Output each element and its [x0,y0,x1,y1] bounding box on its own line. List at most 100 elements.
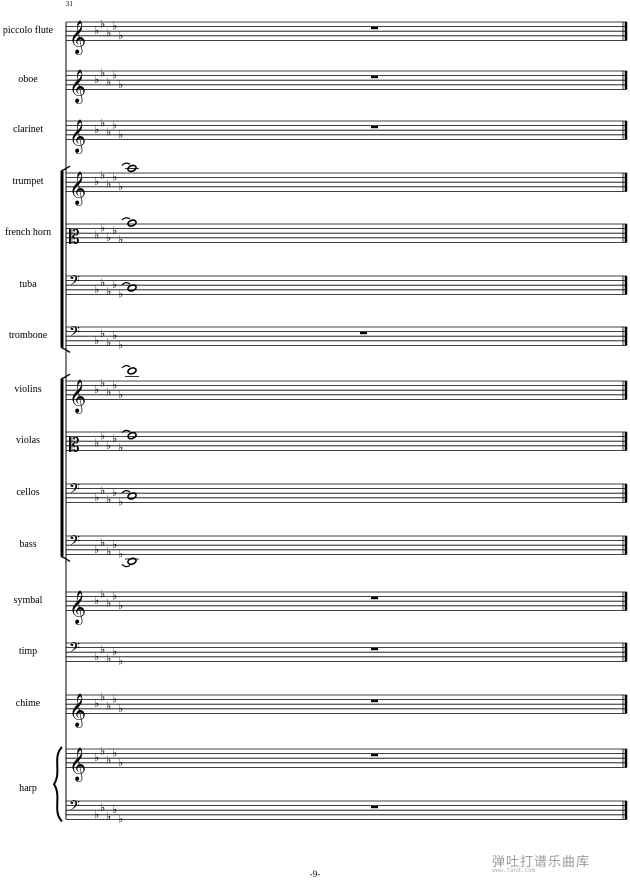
flat-sign-icon: ♭ [106,336,111,349]
flat-sign-icon: ♭ [112,747,117,760]
whole-rest [360,331,367,335]
flat-sign-icon: ♭ [100,66,105,79]
flat-sign-icon: ♭ [100,744,105,757]
bracket-brass-cap-top [60,165,71,172]
flat-sign-icon: ♭ [106,652,111,665]
flat-sign-icon: ♭ [112,538,117,551]
flat-sign-icon: ♭ [118,495,123,508]
flat-sign-icon: ♭ [94,543,99,556]
treble-clef-icon: 𝄞 [69,589,86,624]
flat-sign-icon: ♭ [100,376,105,389]
flat-sign-icon: ♭ [106,810,111,823]
whole-note [127,164,137,173]
flat-sign-icon: ♭ [106,545,111,558]
flat-sign-icon: ♭ [94,175,99,188]
flat-sign-icon: ♭ [94,437,99,450]
whole-rest [371,596,378,600]
tie-arc [121,365,131,369]
bass-clef-icon: 𝄢 [69,481,80,501]
flat-sign-icon: ♭ [94,123,99,136]
flat-sign-icon: ♭ [94,283,99,296]
flat-sign-icon: ♭ [94,650,99,663]
flat-sign-icon: ♭ [112,590,117,603]
flat-sign-icon: ♭ [112,171,117,184]
whole-note [127,367,137,375]
flat-sign-icon: ♭ [112,693,117,706]
treble-clef-icon: 𝄞 [69,378,86,413]
bracket-strings-cap-top [60,373,71,380]
whole-rest [371,75,378,79]
flat-sign-icon: ♭ [106,754,111,767]
instrument-label: clarinet [13,124,43,135]
flat-sign-icon: ♭ [112,278,117,291]
instrument-label: symbal [13,595,43,606]
instrument-label: tuba [19,279,37,290]
flat-sign-icon: ♭ [94,334,99,347]
flat-sign-icon: ♭ [106,231,111,244]
flat-sign-icon: ♭ [112,119,117,132]
whole-rest [371,647,378,651]
flat-sign-icon: ♭ [106,76,111,89]
flat-sign-icon: ♭ [112,803,117,816]
tie-arc [121,563,131,568]
flat-sign-icon: ♭ [100,587,105,600]
flat-sign-icon: ♭ [100,327,105,340]
whole-note [127,284,137,292]
flat-sign-icon: ♭ [106,27,111,40]
flat-sign-icon: ♭ [106,178,111,191]
whole-rest [371,753,378,757]
flat-sign-icon: ♭ [100,276,105,289]
instrument-label: violins [14,384,42,395]
alto-clef-icon: 𝄡 [69,434,80,456]
measure-number: 31 [66,0,73,8]
instrument-label: trumpet [12,176,44,187]
bass-clef-icon: 𝄢 [69,533,80,553]
watermark-url: www.tan8.com [492,867,536,874]
flat-sign-icon: ♭ [94,808,99,821]
flat-sign-icon: ♭ [106,700,111,713]
flat-sign-icon: ♭ [118,441,123,454]
flat-sign-icon: ♭ [112,69,117,82]
flat-sign-icon: ♭ [118,812,123,825]
flat-sign-icon: ♭ [100,690,105,703]
alto-clef-icon: 𝄡 [69,226,80,248]
instrument-label: oboe [18,74,38,85]
page-number: -9- [309,869,321,879]
tie-arc [121,429,131,434]
flat-sign-icon: ♭ [112,486,117,499]
bracket-brass-cap-bottom [60,346,71,353]
flat-sign-icon: ♭ [118,233,123,246]
flat-sign-icon: ♭ [118,654,123,667]
flat-sign-icon: ♭ [112,20,117,33]
flat-sign-icon: ♭ [106,285,111,298]
instrument-label: trombone [8,330,48,341]
flat-sign-icon: ♭ [118,29,123,42]
treble-clef-icon: 𝄞 [69,692,86,727]
instrument-label: cellos [16,487,40,498]
flat-sign-icon: ♭ [94,697,99,710]
instrument-label: timp [18,646,38,657]
flat-sign-icon: ♭ [118,128,123,141]
tie-arc [121,490,131,494]
flat-sign-icon: ♭ [106,386,111,399]
flat-sign-icon: ♭ [112,329,117,342]
flat-sign-icon: ♭ [112,379,117,392]
whole-note [127,431,137,440]
flat-sign-icon: ♭ [100,116,105,129]
tie-arc [121,282,131,286]
flat-sign-icon: ♭ [100,484,105,497]
flat-sign-icon: ♭ [94,594,99,607]
flat-sign-icon: ♭ [100,801,105,814]
whole-rest [371,805,378,809]
flat-sign-icon: ♭ [118,180,123,193]
flat-sign-icon: ♭ [112,645,117,658]
flat-sign-icon: ♭ [94,491,99,504]
flat-sign-icon: ♭ [118,338,123,351]
treble-clef-icon: 𝄞 [69,170,86,205]
flat-sign-icon: ♭ [100,430,105,443]
whole-note [127,557,137,566]
flat-sign-icon: ♭ [94,229,99,242]
flat-sign-icon: ♭ [118,287,123,300]
instrument-label: piccolo flute [2,25,54,36]
